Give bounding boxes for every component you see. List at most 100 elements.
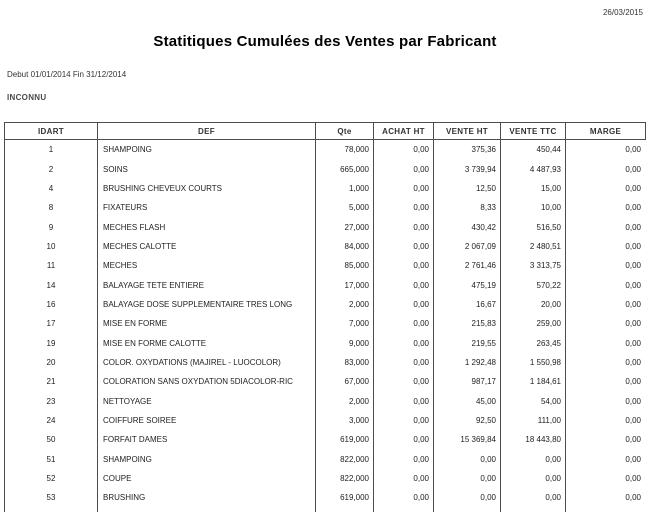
- cell-idart: 24: [5, 410, 98, 431]
- table-row: 14 BALAYAGE TETE ENTIERE 17,000 0,00 475,19 5…: [5, 275, 645, 295]
- col-header-marge: MARGE: [589, 126, 622, 136]
- cell-vente-ttc: 516,50: [501, 217, 566, 237]
- cell-achat-ht: 0,00: [374, 372, 434, 392]
- cell-marge: 0,00: [625, 338, 641, 348]
- cell-idart: 17: [5, 314, 98, 334]
- cell-marge: 0,00: [625, 299, 641, 309]
- cell-marge: 0,00: [625, 377, 641, 387]
- cell-idart: 51: [5, 449, 98, 469]
- cell-qte: 85,000: [316, 256, 374, 276]
- cell-vente-ttc: 18 443,80: [501, 430, 566, 450]
- cell-achat-ht: 0,00: [374, 198, 434, 218]
- cell-def: MECHES CALOTTE: [98, 236, 316, 257]
- cell-vente-ht: 16,67: [434, 294, 501, 315]
- cell-idart: 21: [5, 372, 98, 392]
- cell-vente-ht: 430,42: [434, 217, 501, 237]
- cell-vente-ht: 12,50: [434, 178, 501, 199]
- cell-marge: 0,00: [625, 454, 641, 464]
- cell-idart: 4: [5, 178, 98, 199]
- cell-qte: 665,000: [316, 159, 374, 179]
- cell-idart: 50: [5, 430, 98, 450]
- cell-qte: 84,000: [316, 236, 374, 257]
- cell-def: SHAMPOING: [98, 449, 316, 469]
- cell-qte: 2,000: [316, 391, 374, 411]
- table-row: 50 FORFAIT DAMES 619,000 0,00 15 369,84 18 44…: [5, 430, 645, 450]
- cell-def: MECHES: [98, 256, 316, 276]
- cell-qte: 78,000: [316, 140, 374, 160]
- cell-def: COLOR. OXYDATIONS (MAJIREL - LUOCOLOR): [98, 352, 316, 373]
- cell-vente-ttc: 1 184,61: [501, 372, 566, 392]
- table-row: 23 NETTOYAGE 2,000 0,00 45,00 54,00 0,00: [5, 391, 645, 411]
- cell-achat-ht: 0,00: [374, 449, 434, 469]
- cell-marge: 0,00: [625, 396, 641, 406]
- cell-qte: 619,000: [316, 430, 374, 450]
- cell-def: BRUSHING: [98, 488, 316, 508]
- cell-idart: 2: [5, 159, 98, 179]
- cell-qte: 3,000: [316, 410, 374, 431]
- cell-empty: [501, 507, 566, 512]
- cell-marge: 0,00: [625, 493, 641, 503]
- cell-vente-ht: 0,00: [434, 468, 501, 489]
- cell-vente-ht: 3 739,94: [434, 159, 501, 179]
- cell-qte: 822,000: [316, 468, 374, 489]
- cell-vente-ttc: 20,00: [501, 294, 566, 315]
- cell-vente-ttc: 111,00: [501, 410, 566, 431]
- cell-empty: [98, 507, 316, 512]
- table-row: 53 BRUSHING 619,000 0,00 0,00 0,00 0,00: [5, 488, 645, 508]
- cell-def: SOINS: [98, 159, 316, 179]
- cell-idart: 16: [5, 294, 98, 315]
- cell-marge: 0,00: [625, 261, 641, 271]
- cell-empty: [316, 507, 374, 512]
- cell-def: MISE EN FORME CALOTTE: [98, 333, 316, 353]
- cell-vente-ht: 15 369,84: [434, 430, 501, 450]
- cell-marge: 0,00: [625, 241, 641, 251]
- cell-def: MISE EN FORME: [98, 314, 316, 334]
- cell-def: COLORATION SANS OXYDATION 5DIACOLOR-RIC: [98, 372, 316, 392]
- cell-idart: 52: [5, 468, 98, 489]
- cell-vente-ttc: 259,00: [501, 314, 566, 334]
- cell-def: NETTOYAGE: [98, 391, 316, 411]
- page-title: Statitiques Cumulées des Ventes par Fabr…: [153, 33, 497, 50]
- table-row: 8 FIXATEURS 5,000 0,00 8,33 10,00 0,00: [5, 198, 645, 218]
- cell-vente-ht: 375,36: [434, 140, 501, 160]
- table-body: 1 SHAMPOING 78,000 0,00 375,36 450,44 0,00 2 SOI…: [4, 140, 645, 512]
- cell-idart: 10: [5, 236, 98, 257]
- cell-def: MECHES FLASH: [98, 217, 316, 237]
- cell-idart: 8: [5, 198, 98, 218]
- cell-achat-ht: 0,00: [374, 236, 434, 257]
- col-header-achat-ht: ACHAT HT: [374, 123, 434, 139]
- cell-vente-ht: 219,55: [434, 333, 501, 353]
- col-header-def: DEF: [98, 123, 316, 139]
- table-row: 24 COIFFURE SOIREE 3,000 0,00 92,50 111,00 0,0…: [5, 410, 645, 431]
- cell-marge: 0,00: [625, 164, 641, 174]
- cell-def: BRUSHING CHEVEUX COURTS: [98, 178, 316, 199]
- cell-marge: 0,00: [625, 183, 641, 193]
- cell-idart: 14: [5, 275, 98, 295]
- cell-vente-ttc: 0,00: [501, 449, 566, 469]
- cell-def: FORFAIT DAMES: [98, 430, 316, 450]
- cell-vente-ttc: 450,44: [501, 140, 566, 160]
- cell-idart: 20: [5, 352, 98, 373]
- table-row: 2 SOINS 665,000 0,00 3 739,94 4 487,93 0,00: [5, 159, 645, 179]
- cell-empty: [5, 507, 98, 512]
- cell-marge: 0,00: [625, 145, 641, 155]
- cell-marge: 0,00: [625, 415, 641, 425]
- cell-vente-ttc: 10,00: [501, 198, 566, 218]
- table-row: 11 MECHES 85,000 0,00 2 761,46 3 313,75 0,00: [5, 256, 645, 276]
- cell-qte: 83,000: [316, 352, 374, 373]
- cell-achat-ht: 0,00: [374, 217, 434, 237]
- cell-marge: 0,00: [625, 319, 641, 329]
- cell-vente-ttc: 15,00: [501, 178, 566, 199]
- cell-vente-ht: 987,17: [434, 372, 501, 392]
- cell-marge: 0,00: [625, 474, 641, 484]
- cell-achat-ht: 0,00: [374, 256, 434, 276]
- table-row: 4 BRUSHING CHEVEUX COURTS 1,000 0,00 12,50 15…: [5, 178, 645, 199]
- table-row-partial: [5, 507, 645, 512]
- cell-achat-ht: 0,00: [374, 352, 434, 373]
- cell-def: FIXATEURS: [98, 198, 316, 218]
- cell-vente-ht: 45,00: [434, 391, 501, 411]
- cell-achat-ht: 0,00: [374, 275, 434, 295]
- cell-empty: [566, 508, 645, 512]
- cell-empty: [434, 507, 501, 512]
